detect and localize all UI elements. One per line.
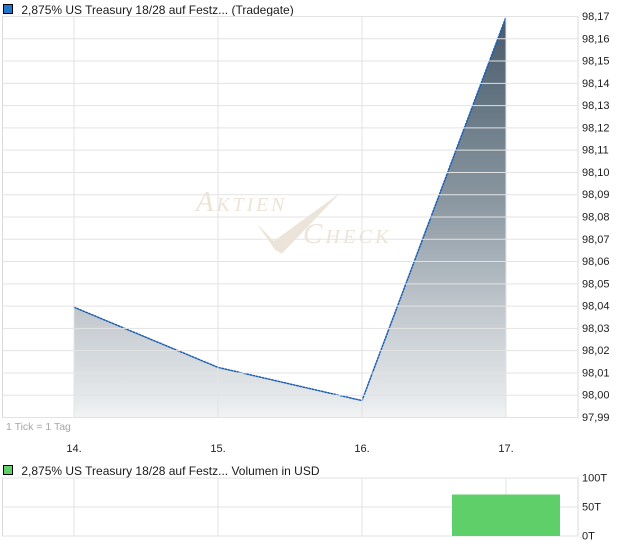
- svg-text:98,16: 98,16: [582, 33, 610, 45]
- svg-text:Aktien: Aktien: [194, 186, 287, 218]
- svg-text:Check: Check: [303, 218, 392, 250]
- svg-text:50T: 50T: [582, 502, 601, 514]
- svg-text:98,02: 98,02: [582, 345, 610, 357]
- svg-text:98,04: 98,04: [582, 301, 610, 313]
- svg-text:98,00: 98,00: [582, 390, 610, 402]
- svg-text:14.: 14.: [66, 443, 81, 455]
- svg-text:98,07: 98,07: [582, 234, 610, 246]
- svg-text:15.: 15.: [210, 443, 225, 455]
- svg-text:100T: 100T: [582, 473, 607, 485]
- svg-text:98,17: 98,17: [582, 11, 610, 23]
- svg-text:98,09: 98,09: [582, 189, 610, 201]
- svg-text:16.: 16.: [354, 443, 369, 455]
- svg-text:0T: 0T: [582, 531, 595, 543]
- svg-text:98,13: 98,13: [582, 100, 610, 112]
- svg-text:98,14: 98,14: [582, 78, 610, 90]
- svg-text:98,15: 98,15: [582, 56, 610, 68]
- svg-text:98,11: 98,11: [582, 145, 609, 157]
- svg-text:1 Tick = 1 Tag: 1 Tick = 1 Tag: [6, 421, 71, 433]
- svg-text:98,10: 98,10: [582, 167, 610, 179]
- svg-text:98,05: 98,05: [582, 278, 610, 290]
- svg-text:98,12: 98,12: [582, 122, 610, 134]
- svg-text:98,08: 98,08: [582, 212, 610, 224]
- svg-text:98,03: 98,03: [582, 323, 610, 335]
- svg-text:17.: 17.: [498, 443, 513, 455]
- svg-text:98,06: 98,06: [582, 256, 610, 268]
- svg-text:97,99: 97,99: [582, 412, 610, 424]
- svg-text:98,01: 98,01: [582, 367, 610, 379]
